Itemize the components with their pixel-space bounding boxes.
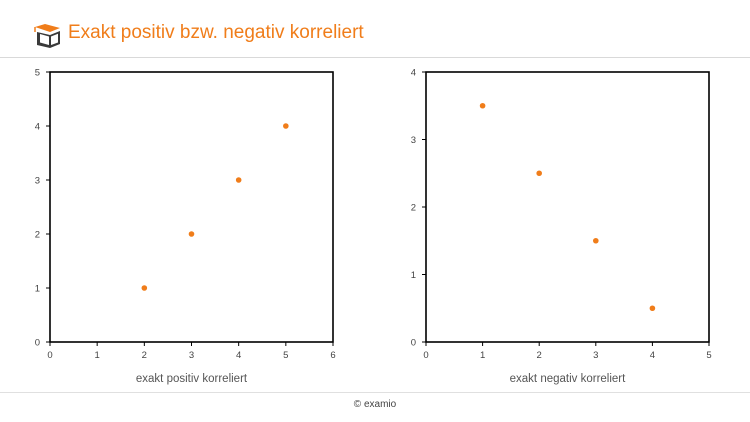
y-tick-label: 3 xyxy=(35,176,40,187)
y-tick-label: 2 xyxy=(35,230,40,241)
y-tick-label: 0 xyxy=(411,338,416,349)
data-point xyxy=(593,237,599,244)
page-title: Exakt positiv bzw. negativ korreliert xyxy=(68,22,364,43)
data-point xyxy=(283,123,289,129)
x-axis-title-positive: exakt positiv korreliert xyxy=(136,373,248,385)
scatter-chart-negative: 0 1 2 3 4 5 0 1 2 3 4 exakt negativ korreliert xyxy=(411,68,712,386)
x-tick-label: 2 xyxy=(142,350,147,361)
x-tick-label: 4 xyxy=(650,350,655,361)
x-tick-label: 6 xyxy=(330,350,335,361)
y-tick-label: 1 xyxy=(411,270,416,281)
x-axis-title-negative: exakt negativ korreliert xyxy=(510,373,626,385)
x-tick-label: 5 xyxy=(706,350,711,361)
x-tick-label: 3 xyxy=(189,350,194,361)
x-tick-label: 1 xyxy=(95,350,100,361)
data-point xyxy=(479,102,486,109)
y-tick-label: 5 xyxy=(35,68,40,79)
scatter-chart-positive: 0 1 2 3 4 5 6 0 1 2 3 4 5 exakt positiv korreliert xyxy=(35,68,336,386)
data-point xyxy=(649,305,656,312)
y-tick-label: 3 xyxy=(411,135,416,146)
data-point xyxy=(536,170,542,177)
data-point xyxy=(235,177,242,183)
x-tick-label: 5 xyxy=(283,350,288,361)
x-tick-label: 3 xyxy=(593,350,598,361)
y-tick-label: 1 xyxy=(35,284,40,295)
data-point xyxy=(141,285,148,291)
graduation-book-icon xyxy=(34,24,60,48)
y-tick-label: 2 xyxy=(411,203,416,214)
y-tick-label: 4 xyxy=(411,68,416,79)
footer-divider xyxy=(0,392,750,393)
copyright-text: © examio xyxy=(353,399,397,410)
data-point xyxy=(188,231,195,237)
header-divider xyxy=(0,57,750,58)
page-header: Exakt positiv bzw. negativ korreliert xyxy=(0,0,750,58)
y-tick-label: 0 xyxy=(35,338,40,349)
x-tick-label: 2 xyxy=(537,350,542,361)
x-tick-label: 4 xyxy=(236,350,241,361)
x-tick-label: 1 xyxy=(480,350,485,361)
y-tick-label: 4 xyxy=(35,122,40,133)
x-tick-label: 0 xyxy=(47,350,52,361)
x-tick-label: 0 xyxy=(423,350,428,361)
plot-frame-negative xyxy=(425,71,710,343)
